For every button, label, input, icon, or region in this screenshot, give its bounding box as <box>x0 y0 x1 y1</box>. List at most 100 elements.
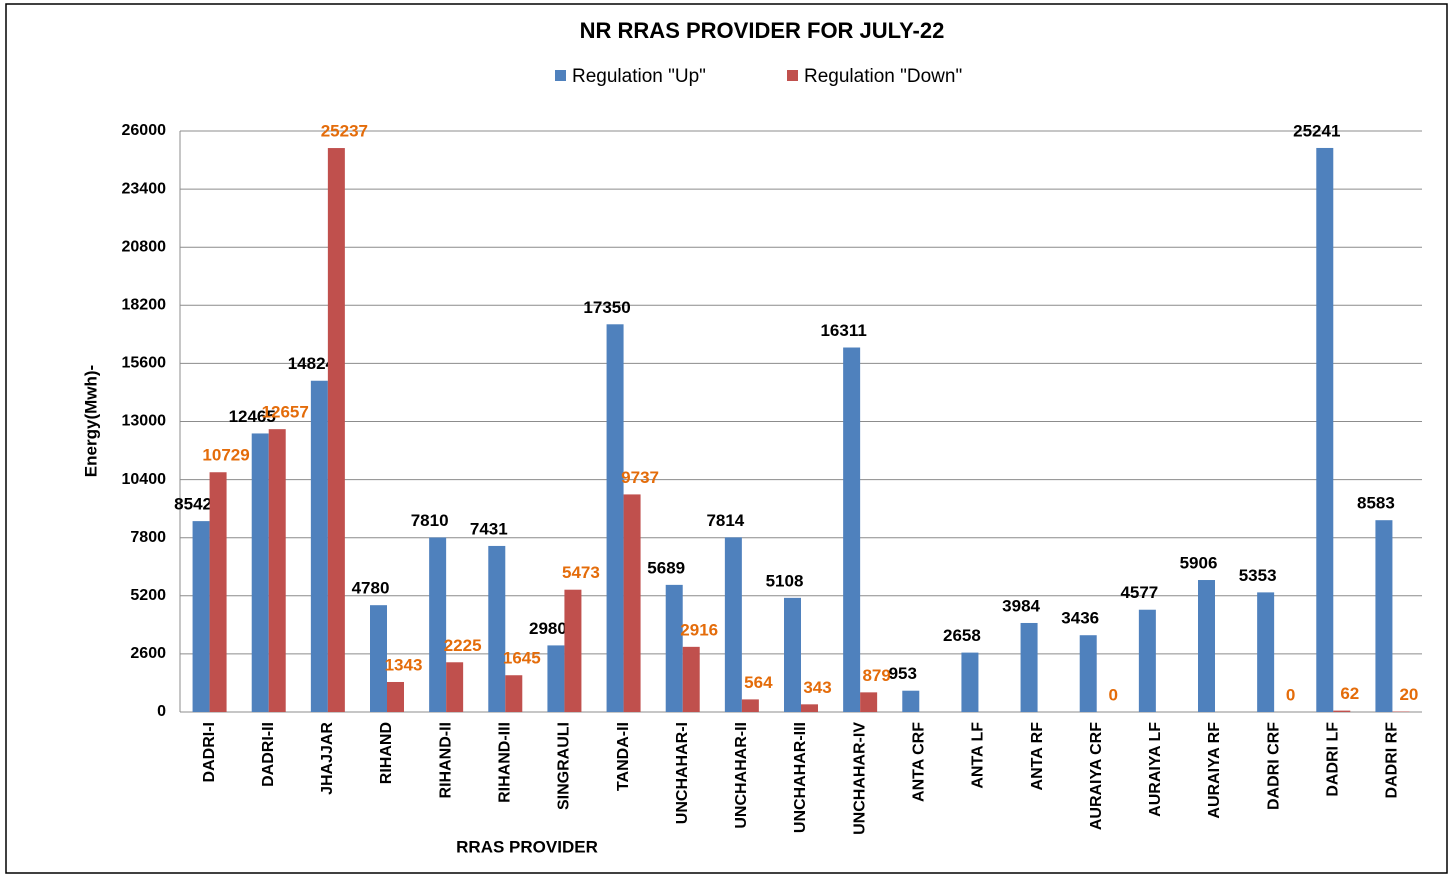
data-label: 5906 <box>1180 554 1218 573</box>
bar <box>624 494 641 712</box>
data-label: 62 <box>1340 684 1359 703</box>
y-tick-label: 2600 <box>130 645 166 662</box>
data-label: 7431 <box>470 519 508 538</box>
bar <box>269 429 286 712</box>
x-tick-label: ANTA LF <box>970 722 987 789</box>
legend-swatch <box>555 70 566 81</box>
data-label: 5689 <box>647 558 685 577</box>
y-tick-label: 0 <box>157 703 166 720</box>
bar <box>210 472 227 712</box>
chart-title: NR RRAS PROVIDER FOR JULY-22 <box>580 18 945 43</box>
bar <box>328 148 345 712</box>
x-tick-label: RIHAND <box>378 722 395 784</box>
bar <box>193 521 210 712</box>
legend-label: Regulation "Up" <box>572 66 706 87</box>
y-tick-label: 18200 <box>122 297 167 314</box>
x-tick-label: UNCHAHAR-II <box>733 722 750 829</box>
x-tick-label: DADRI CRF <box>1265 722 1282 810</box>
y-tick-label: 23400 <box>122 180 167 197</box>
data-label: 25237 <box>321 122 368 141</box>
data-label: 953 <box>889 664 917 683</box>
x-tick-label: ANTA CRF <box>911 722 928 802</box>
x-tick-label: ANTA RF <box>1029 722 1046 791</box>
x-axis-title: RRAS PROVIDER <box>456 837 598 856</box>
data-label: 25241 <box>1293 121 1340 140</box>
bar <box>666 585 683 712</box>
bar <box>252 433 269 712</box>
y-axis-title: Energy(Mwh)- <box>81 365 100 477</box>
data-label: 20 <box>1399 685 1418 704</box>
data-label: 2658 <box>943 626 981 645</box>
x-tick-label: UNCHAHAR-IV <box>851 722 868 835</box>
bar <box>961 653 978 712</box>
data-label: 2980 <box>529 619 567 638</box>
x-tick-label: RIHAND-III <box>497 722 514 803</box>
bar <box>1080 635 1097 712</box>
data-label: 7814 <box>706 511 744 530</box>
x-tick-label: DADRI LF <box>1325 722 1342 797</box>
data-label: 5353 <box>1239 566 1277 585</box>
bar <box>843 348 860 712</box>
x-tick-label: UNCHAHAR-I <box>674 722 691 824</box>
bar <box>607 324 624 712</box>
bar <box>784 598 801 712</box>
x-tick-label: AURAIYA RF <box>1206 722 1223 819</box>
bar <box>547 645 564 712</box>
y-tick-label: 10400 <box>122 471 167 488</box>
data-label: 8542 <box>174 495 212 514</box>
y-tick-label: 13000 <box>122 413 167 430</box>
bar <box>1375 520 1392 712</box>
bar <box>1139 610 1156 712</box>
data-label: 3984 <box>1002 596 1040 615</box>
x-tick-label: JHAJJAR <box>319 722 336 795</box>
y-tick-label: 5200 <box>130 587 166 604</box>
x-tick-label: AURAIYA LF <box>1147 722 1164 817</box>
bar <box>1316 148 1333 712</box>
x-tick-label: SINGRAULI <box>556 722 573 810</box>
data-label: 7810 <box>411 511 449 530</box>
bar <box>902 691 919 712</box>
data-label: 17350 <box>583 298 630 317</box>
bar <box>1257 592 1274 712</box>
bar <box>860 692 877 712</box>
data-label: 3436 <box>1061 609 1099 628</box>
y-tick-label: 26000 <box>122 122 167 139</box>
bar <box>446 662 463 712</box>
data-label: 0 <box>1286 685 1295 704</box>
data-label: 879 <box>862 666 890 685</box>
x-tick-label: DADRI RF <box>1384 722 1401 799</box>
data-label: 4577 <box>1120 583 1158 602</box>
bar <box>1021 623 1038 712</box>
x-tick-label: UNCHAHAR-III <box>792 722 809 833</box>
data-label: 564 <box>744 673 773 692</box>
x-tick-label: DADRI-II <box>260 722 277 787</box>
bar <box>1198 580 1215 712</box>
bar <box>725 537 742 712</box>
legend-label: Regulation "Down" <box>804 66 962 87</box>
x-tick-label: RIHAND-II <box>437 722 454 798</box>
data-label: 5108 <box>766 571 804 590</box>
x-tick-label: AURAIYA CRF <box>1088 722 1105 830</box>
data-label: 1645 <box>503 649 541 668</box>
bar <box>387 682 404 712</box>
bar <box>429 537 446 712</box>
data-label: 2916 <box>680 620 718 639</box>
data-label: 9737 <box>621 468 659 487</box>
y-tick-label: 7800 <box>130 529 166 546</box>
data-label: 5473 <box>562 563 600 582</box>
bar <box>1333 711 1350 712</box>
data-label: 1343 <box>385 655 423 674</box>
data-label: 16311 <box>820 321 866 340</box>
x-tick-label: DADRI-I <box>201 722 218 782</box>
data-label: 2225 <box>444 636 482 655</box>
legend-swatch <box>787 70 798 81</box>
bar <box>742 699 759 712</box>
data-label: 4780 <box>352 579 390 598</box>
x-tick-label: TANDA-II <box>615 722 632 791</box>
bar <box>311 381 328 712</box>
bar <box>564 590 581 712</box>
y-tick-label: 20800 <box>122 238 167 255</box>
bar <box>488 546 505 712</box>
bar <box>801 704 818 712</box>
